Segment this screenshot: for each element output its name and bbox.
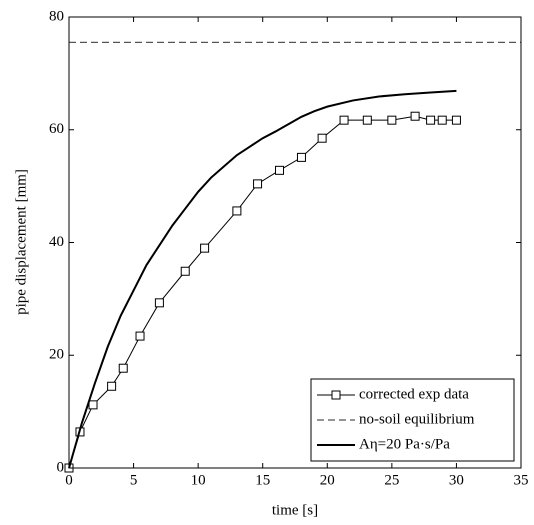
marker <box>437 115 447 125</box>
x-axis-label: time [s] <box>272 502 318 518</box>
marker <box>88 400 98 410</box>
legend-marker <box>331 390 341 400</box>
marker <box>296 152 306 162</box>
y-tick-label: 80 <box>49 8 64 24</box>
marker <box>410 111 420 121</box>
x-tick-label: 35 <box>514 472 529 488</box>
marker <box>387 115 397 125</box>
legend-label: Aη=20 Pa·s/Pa <box>359 436 450 452</box>
plot-frame <box>68 16 522 469</box>
marker <box>118 363 128 373</box>
marker <box>253 179 263 189</box>
y-tick-label: 0 <box>57 459 65 475</box>
marker <box>200 243 210 253</box>
x-tick-label: 5 <box>130 472 138 488</box>
marker <box>317 133 327 143</box>
marker <box>232 206 242 216</box>
marker <box>362 115 372 125</box>
x-tick-label: 25 <box>384 472 399 488</box>
x-tick-label: 20 <box>320 472 335 488</box>
y-tick-label: 20 <box>49 347 64 363</box>
y-axis-label: pipe displacement [mm] <box>13 169 29 315</box>
marker <box>107 381 117 391</box>
y-tick-label: 60 <box>49 121 64 137</box>
marker <box>339 115 349 125</box>
y-tick-label: 40 <box>49 234 64 250</box>
x-tick-label: 30 <box>449 472 464 488</box>
x-tick-label: 15 <box>255 472 270 488</box>
marker <box>135 331 145 341</box>
marker <box>154 298 164 308</box>
legend-label: no-soil equilibrium <box>359 411 475 427</box>
x-tick-label: 10 <box>191 472 206 488</box>
series-line <box>68 89 457 469</box>
marker <box>426 115 436 125</box>
marker <box>275 165 285 175</box>
legend-label: corrected exp data <box>359 386 469 402</box>
marker <box>180 266 190 276</box>
x-tick-label: 0 <box>65 472 73 488</box>
marker <box>451 115 461 125</box>
